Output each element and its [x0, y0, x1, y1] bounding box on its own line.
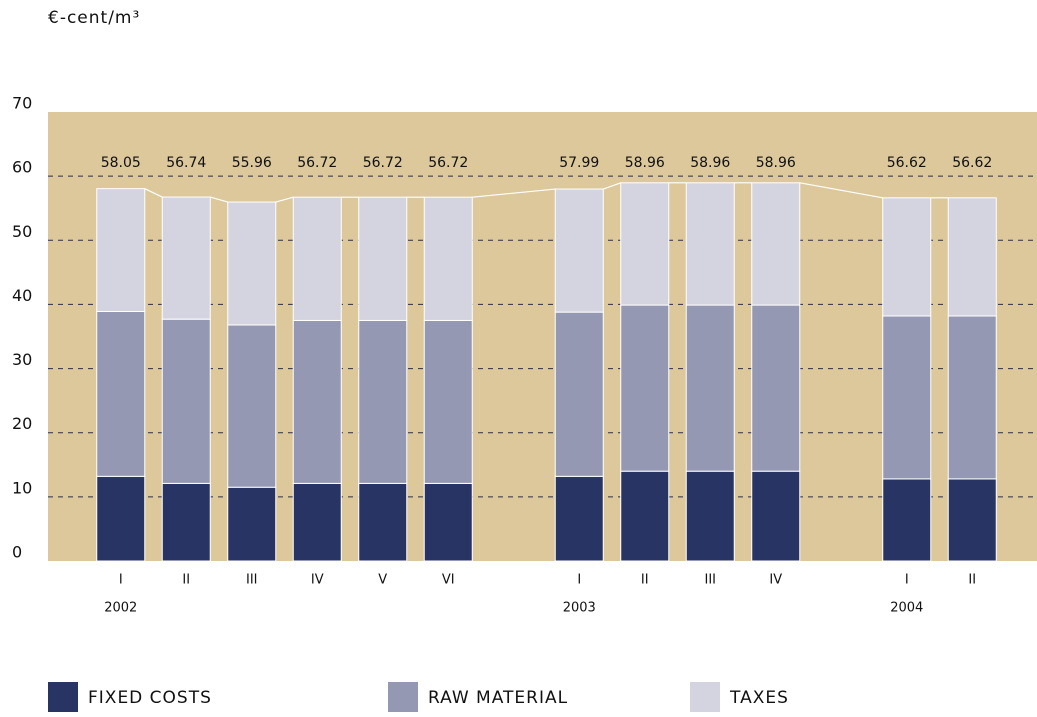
- legend-swatch: [690, 682, 720, 712]
- total-label: 58.05: [101, 155, 141, 171]
- bar-segment: [554, 475, 604, 562]
- total-label: 56.72: [363, 155, 403, 171]
- bar-segment: [358, 482, 408, 562]
- x-tick-label: II: [641, 573, 649, 588]
- year-label: 2004: [890, 601, 923, 616]
- total-label: 58.96: [625, 155, 665, 171]
- bar-segment: [227, 324, 277, 488]
- total-connector: [210, 196, 228, 203]
- bar-segment: [947, 197, 997, 317]
- x-tick-label: IV: [311, 573, 324, 588]
- total-label: 56.72: [297, 155, 337, 171]
- legend-label: RAW MATERIAL: [428, 688, 568, 708]
- bar-segment: [947, 315, 997, 480]
- x-tick-label: I: [577, 573, 581, 588]
- bar-segment: [161, 482, 211, 562]
- total-label: 56.62: [952, 155, 992, 171]
- bar-segment: [292, 196, 342, 321]
- total-connector: [144, 188, 163, 198]
- bar-segment: [947, 478, 997, 562]
- x-tick-label: IV: [769, 573, 782, 588]
- bar-segment: [620, 304, 670, 472]
- bar-segment: [751, 470, 801, 562]
- x-tick-label: V: [378, 573, 387, 588]
- bar-segment: [882, 315, 932, 480]
- bar-segment: [358, 319, 408, 484]
- total-label: 56.62: [887, 155, 927, 171]
- x-tick-label: II: [968, 573, 976, 588]
- bar-segment: [685, 182, 735, 306]
- total-label: 56.72: [428, 155, 468, 171]
- bar-segment: [685, 304, 735, 472]
- bar-segment: [292, 319, 342, 484]
- x-tick-label: III: [246, 573, 258, 588]
- total-label: 57.99: [559, 155, 599, 171]
- bar-segment: [96, 188, 146, 312]
- bar-segment: [161, 318, 211, 484]
- bar-segment: [96, 310, 146, 477]
- legend-swatch: [48, 682, 78, 712]
- bar-segment: [882, 478, 932, 562]
- total-label: 58.96: [756, 155, 796, 171]
- bar-segment: [751, 304, 801, 472]
- bar-segment: [882, 197, 932, 317]
- y-tick-label: 50: [12, 222, 32, 241]
- total-connector: [472, 188, 556, 198]
- y-tick-label: 40: [12, 286, 32, 305]
- bar-segment: [358, 196, 408, 321]
- y-tick-label: 10: [12, 478, 32, 497]
- bar-segment: [685, 470, 735, 562]
- bar-segment: [751, 182, 801, 306]
- bar-segment: [620, 182, 670, 306]
- total-label: 58.96: [690, 155, 730, 171]
- y-tick-label: 20: [12, 414, 32, 433]
- bar-segment: [161, 196, 211, 320]
- legend-label: FIXED COSTS: [88, 688, 212, 708]
- bar-segment: [554, 311, 604, 477]
- y-tick-label: 70: [12, 94, 32, 113]
- total-connector: [799, 182, 883, 199]
- total-label: 56.74: [166, 155, 206, 171]
- plot-background: [48, 112, 1037, 561]
- x-tick-label: VI: [442, 573, 455, 588]
- x-tick-label: II: [182, 573, 190, 588]
- x-tick-label: I: [119, 573, 123, 588]
- x-tick-label: III: [704, 573, 716, 588]
- total-connector: [275, 196, 294, 203]
- year-label: 2003: [563, 601, 596, 616]
- total-label: 55.96: [232, 155, 272, 171]
- x-tick-label: I: [905, 573, 909, 588]
- year-label: 2002: [104, 601, 137, 616]
- legend-swatch: [388, 682, 418, 712]
- y-tick-label: 30: [12, 350, 32, 369]
- total-connector: [603, 182, 621, 190]
- y-tick-label: 0: [12, 543, 22, 562]
- bar-segment: [227, 486, 277, 562]
- y-axis-label: €-cent/m³: [48, 8, 140, 28]
- bar-segment: [423, 482, 473, 562]
- legend-label: TAXES: [729, 688, 789, 708]
- bar-segment: [423, 319, 473, 484]
- bar-segment: [292, 482, 342, 562]
- bar-segment: [620, 470, 670, 562]
- y-tick-label: 60: [12, 158, 32, 177]
- bar-segment: [423, 196, 473, 321]
- bar-segment: [96, 475, 146, 562]
- bar-segment: [554, 188, 604, 313]
- bar-segment: [227, 201, 277, 326]
